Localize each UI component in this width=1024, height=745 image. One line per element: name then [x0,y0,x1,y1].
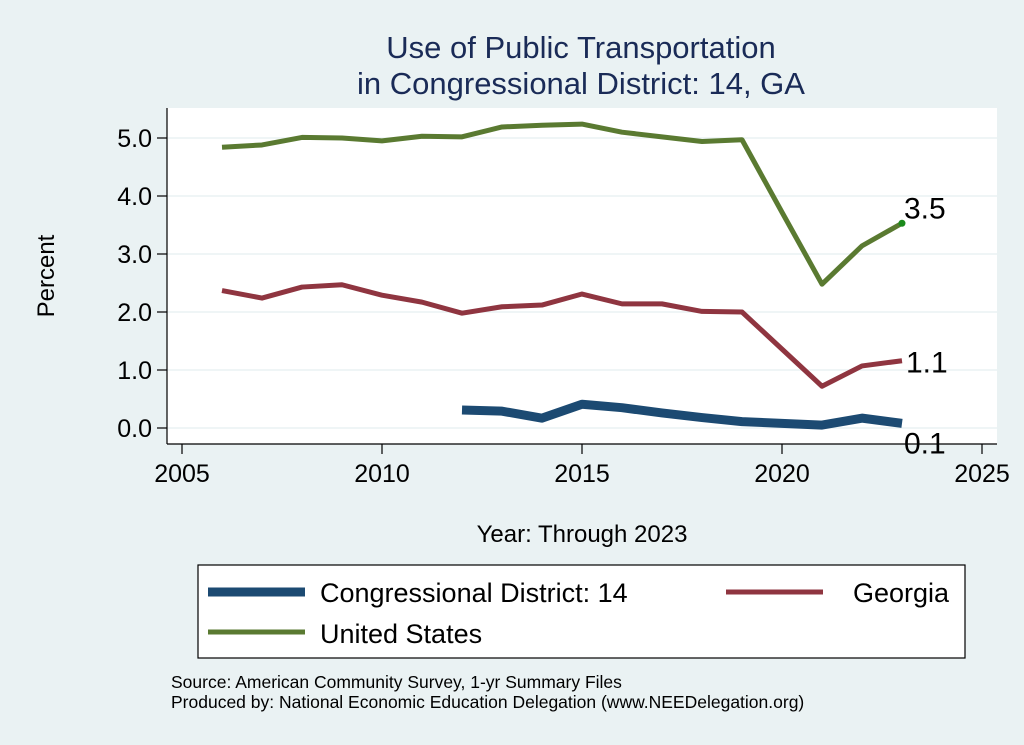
x-tick-label: 2025 [954,460,1010,488]
y-tick-label: 5.0 [117,125,152,153]
source-note: Source: American Community Survey, 1-yr … [171,672,622,692]
x-axis-label: Year: Through 2023 [477,521,688,548]
end-label-united-states: 3.5 [904,192,946,225]
legend-label-georgia: Georgia [853,578,950,608]
legend-box [197,564,966,659]
legend-label-united-states: United States [320,619,482,649]
series-line-district [461,399,903,430]
end-labels: 0.1 1.1 3.5 [898,192,948,460]
y-axis-ticks: 0.0 1.0 2.0 3.0 4.0 5.0 [117,125,167,443]
x-tick-label: 2015 [554,460,610,488]
y-tick-label: 4.0 [117,183,152,211]
legend-label-district: Congressional District: 14 [320,578,628,608]
series-lines [221,121,904,430]
series-line-united-states [221,121,904,287]
chart-title: Use of Public Transportation in Congress… [357,30,805,101]
producer-note: Produced by: National Economic Education… [171,692,804,712]
end-label-district: 0.1 [904,427,946,460]
y-tick-label: 0.0 [117,415,152,443]
end-point-marker [898,219,906,227]
legend: Congressional District: 14 Georgia Unite… [197,564,966,659]
chart-title-line-2: in Congressional District: 14, GA [357,66,805,101]
chart-title-line-1: Use of Public Transportation [386,30,775,65]
series-line-georgia [221,282,903,389]
x-tick-label: 2010 [354,460,410,488]
x-tick-label: 2005 [154,460,210,488]
y-axis-label: Percent [33,234,60,317]
y-tick-label: 2.0 [117,299,152,327]
y-tick-label: 3.0 [117,241,152,269]
x-axis-ticks: 2005 2010 2015 2020 2025 [154,444,1010,488]
plot-area [167,108,997,444]
y-tick-label: 1.0 [117,357,152,385]
x-tick-label: 2020 [754,460,810,488]
end-label-georgia: 1.1 [906,347,948,380]
